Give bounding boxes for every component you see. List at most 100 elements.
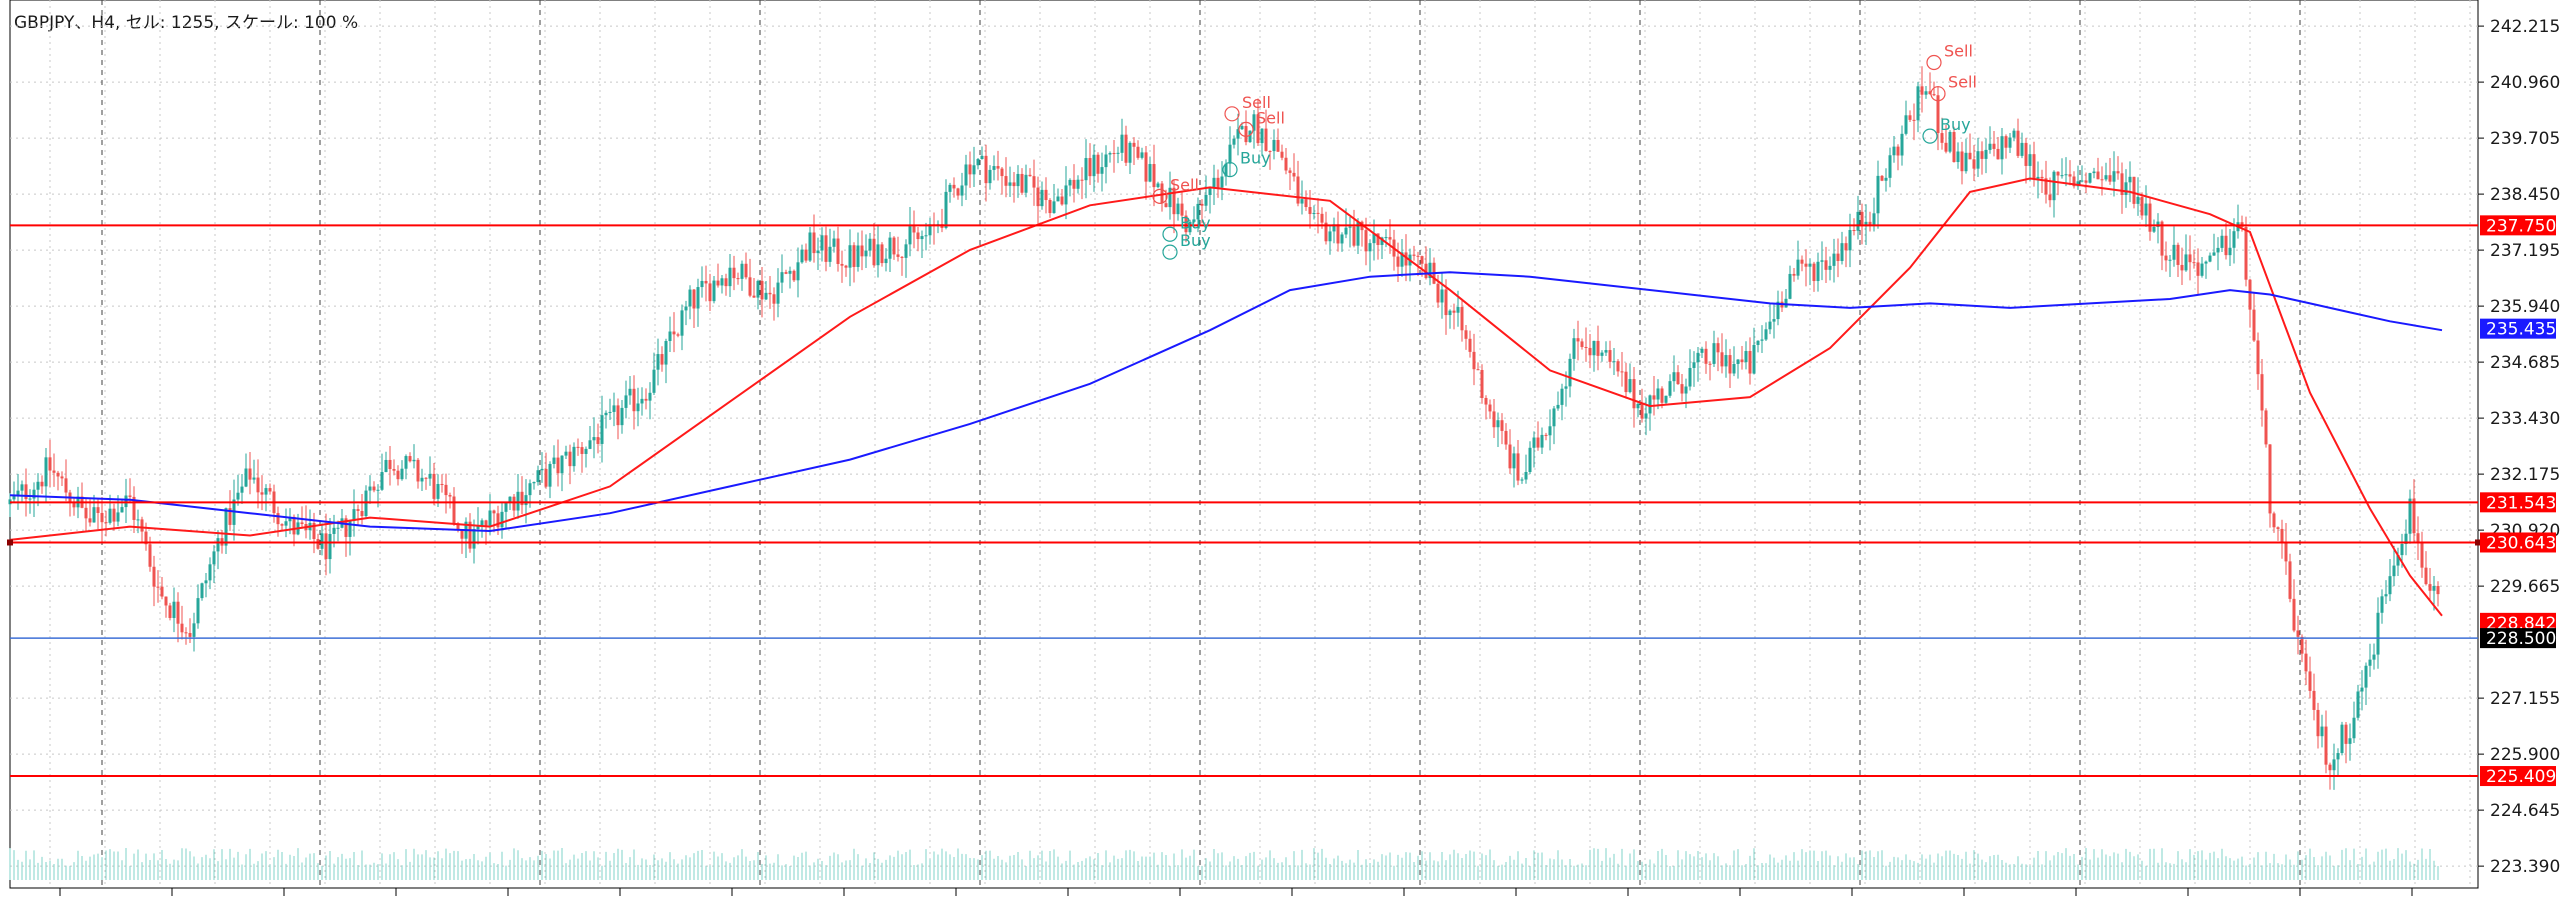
candle-body: [312, 522, 316, 540]
candle-body: [1920, 86, 1924, 95]
candle-body: [1148, 164, 1152, 182]
candle-body: [2272, 513, 2276, 528]
candle-body: [928, 224, 932, 236]
candle-body: [400, 468, 404, 480]
grid: [9, 0, 2479, 889]
candle-body: [1164, 203, 1168, 208]
candle-body: [2080, 180, 2084, 182]
candle-body: [2288, 561, 2292, 599]
signal-marker: [1238, 121, 1254, 138]
candle-body: [1628, 379, 1632, 393]
candle-body: [784, 272, 788, 274]
candle-body: [288, 516, 292, 522]
signal-label: Sell: [1170, 175, 1199, 194]
price-tag-label: 228.500: [2486, 629, 2556, 649]
candle-body: [864, 250, 868, 257]
candle-body: [2116, 171, 2120, 174]
candle-body: [2380, 596, 2384, 613]
candle-body: [1832, 253, 1836, 266]
candle-body: [2292, 598, 2296, 631]
candle-body: [2412, 498, 2416, 534]
candle-body: [224, 508, 228, 546]
candle-body: [12, 495, 16, 500]
candle-body: [116, 512, 120, 522]
candle-body: [1076, 179, 1080, 189]
candle-body: [684, 306, 688, 311]
candle-body: [1204, 194, 1208, 206]
candle-body: [1024, 174, 1028, 193]
candle-body: [980, 155, 984, 160]
axis-tick-label: 224.645: [2490, 801, 2560, 821]
candle-body: [2200, 263, 2204, 276]
level-price-label: 230.643: [2486, 533, 2556, 553]
candle-body: [1964, 152, 1968, 172]
candle-body: [2136, 196, 2140, 204]
candle-body: [1956, 151, 1960, 163]
candle-body: [1248, 130, 1252, 143]
candle-body: [156, 586, 160, 588]
candle-body: [916, 232, 920, 240]
candle-body: [1904, 115, 1908, 134]
candle-body: [476, 525, 480, 530]
candle-body: [2104, 175, 2108, 180]
candle-body: [2108, 175, 2112, 182]
candle-body: [1908, 115, 1912, 120]
candle-body: [1144, 152, 1148, 182]
candle-body: [820, 235, 824, 251]
candle-body: [2244, 226, 2248, 280]
price-tag: [2480, 318, 2556, 339]
candle-body: [1048, 200, 1052, 214]
candle-body: [2392, 565, 2396, 577]
candle-body: [108, 508, 112, 523]
candle-body: [176, 601, 180, 624]
candle-body: [96, 507, 100, 513]
candle-body: [580, 447, 584, 454]
candle-body: [808, 232, 812, 261]
candle-body: [2344, 724, 2348, 744]
candle-body: [1980, 151, 1984, 159]
candle-body: [1624, 371, 1628, 393]
candle-body: [2260, 374, 2264, 411]
candle-body: [1732, 363, 1736, 374]
candle-body: [844, 265, 848, 268]
candle-body: [2268, 444, 2272, 514]
candle-body: [2368, 659, 2372, 666]
candle-body: [1188, 221, 1192, 233]
candle-body: [1932, 94, 1936, 96]
candle-body: [976, 159, 980, 166]
axis-tick-label: 233.430: [2490, 409, 2560, 429]
candle-body: [316, 539, 320, 549]
horizontal-levels[interactable]: [7, 224, 2481, 778]
candle-body: [40, 481, 44, 487]
signal-marker: [1152, 188, 1168, 204]
candle-body: [456, 523, 460, 530]
candle-body: [1660, 388, 1664, 403]
candle-body: [424, 477, 428, 479]
candle-body: [460, 529, 464, 539]
candle-body: [2032, 154, 2036, 179]
candle-body: [472, 529, 476, 549]
candle-body: [664, 341, 668, 365]
candle-body: [964, 164, 968, 186]
candle-body: [1004, 176, 1008, 186]
candle-body: [2348, 738, 2352, 744]
candle-body: [1796, 259, 1800, 276]
candle-body: [196, 598, 200, 624]
candle-body: [2304, 653, 2308, 672]
candle-body: [696, 287, 700, 309]
candle-body: [1720, 352, 1724, 367]
candle-body: [2028, 154, 2032, 166]
candle-body: [1316, 212, 1320, 214]
candle-body: [2100, 179, 2104, 181]
candle-body: [452, 496, 456, 524]
candle-body: [1056, 196, 1060, 202]
candle-body: [1080, 179, 1084, 181]
candle-body: [520, 491, 524, 506]
candle-body: [2204, 261, 2208, 264]
candle-body: [1496, 420, 1500, 428]
candle-body: [152, 566, 156, 587]
candle-body: [876, 244, 880, 266]
candle-body: [1940, 133, 1944, 143]
